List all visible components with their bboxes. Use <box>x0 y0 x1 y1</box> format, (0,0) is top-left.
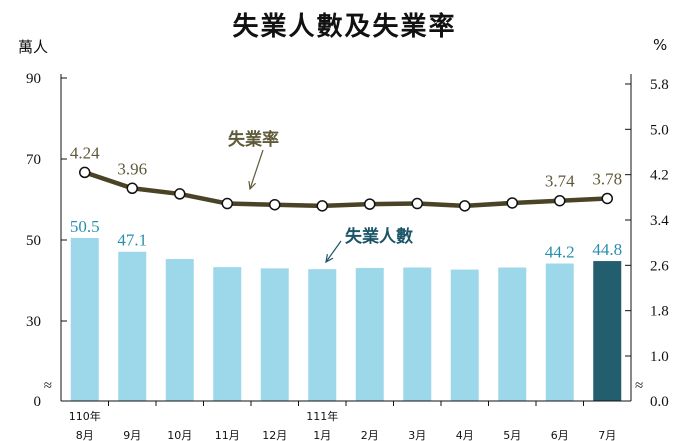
x-year-label: 110年 <box>69 409 101 423</box>
bar <box>498 267 527 401</box>
bar-value-label: 50.5 <box>70 217 100 236</box>
rate-point <box>554 194 566 207</box>
rate-point <box>174 188 186 200</box>
count-annotation-arrow <box>325 240 342 263</box>
rate-point <box>79 166 91 179</box>
rate-annotation-arrow <box>249 149 264 190</box>
right-tick-label: 5.8 <box>650 77 669 93</box>
bar <box>545 263 574 401</box>
right-tick-label: 1.8 <box>650 304 669 320</box>
right-axis-break-symbol: ≈ <box>635 378 643 394</box>
left-axis-unit: 萬人 <box>18 38 49 56</box>
rate-point <box>364 198 376 210</box>
x-category-label: 4月 <box>456 429 474 441</box>
rate-point <box>269 198 281 211</box>
count-annotation-arrow-head <box>325 254 334 264</box>
rate-point <box>126 182 138 195</box>
rate-point <box>459 200 471 212</box>
x-category-label: 6月 <box>551 429 569 441</box>
left-tick-label: 0 <box>34 394 42 410</box>
bar <box>118 251 147 401</box>
right-tick-label: 1.0 <box>650 349 669 365</box>
x-category-label: 2月 <box>361 429 379 441</box>
x-category-label: 10月 <box>167 429 192 441</box>
rate-line <box>84 170 608 209</box>
right-tick-label: 5.0 <box>650 122 669 138</box>
x-category-label: 9月 <box>123 429 141 441</box>
right-tick-label: 4.2 <box>650 168 669 184</box>
bar-value-label: 44.2 <box>545 242 575 261</box>
rate-point <box>221 197 233 210</box>
left-axis-break-symbol: ≈ <box>44 378 52 394</box>
rate-point <box>316 200 328 212</box>
rate-point <box>411 197 423 210</box>
bar <box>260 268 289 401</box>
right-tick-label: 3.4 <box>650 213 669 229</box>
x-category-label: 8月 <box>76 429 94 441</box>
left-tick-label: 50 <box>26 233 41 249</box>
rate-point <box>506 197 518 209</box>
x-year-label: 111年 <box>306 409 338 423</box>
left-tick-label: 70 <box>26 152 41 168</box>
chart-title: 失業人數及失業率 <box>232 12 457 42</box>
x-category-label: 11月 <box>215 429 240 441</box>
bar <box>70 237 99 401</box>
left-tick-label: 30 <box>26 314 41 330</box>
count-annotation: 失業人數 <box>345 227 413 247</box>
bar <box>308 269 337 401</box>
rate-annotation: 失業率 <box>228 130 279 150</box>
x-category-label: 3月 <box>408 429 426 441</box>
x-category-label: 5月 <box>503 429 521 441</box>
bar-value-label: 47.1 <box>117 231 147 250</box>
x-category-label: 12月 <box>262 429 287 441</box>
bar <box>355 267 384 401</box>
rate-annotation-arrow-head <box>248 180 257 191</box>
x-category-label: 7月 <box>598 429 616 441</box>
left-tick-label: 90 <box>26 71 41 87</box>
right-tick-label: 0.0 <box>650 394 669 410</box>
bar <box>450 269 479 401</box>
rate-value-label: 3.74 <box>545 172 575 191</box>
bar <box>165 259 194 401</box>
right-axis-unit: % <box>653 36 668 54</box>
bar-value-label: 44.8 <box>592 240 622 259</box>
bar <box>593 261 622 401</box>
right-tick-label: 2.6 <box>650 258 669 274</box>
rate-point <box>601 192 613 205</box>
rate-value-label: 3.96 <box>117 159 147 178</box>
rate-value-label: 4.24 <box>70 143 100 162</box>
rate-value-label: 3.78 <box>592 169 622 188</box>
bar <box>213 267 242 401</box>
x-category-label: 1月 <box>313 429 331 441</box>
bar <box>403 267 432 401</box>
